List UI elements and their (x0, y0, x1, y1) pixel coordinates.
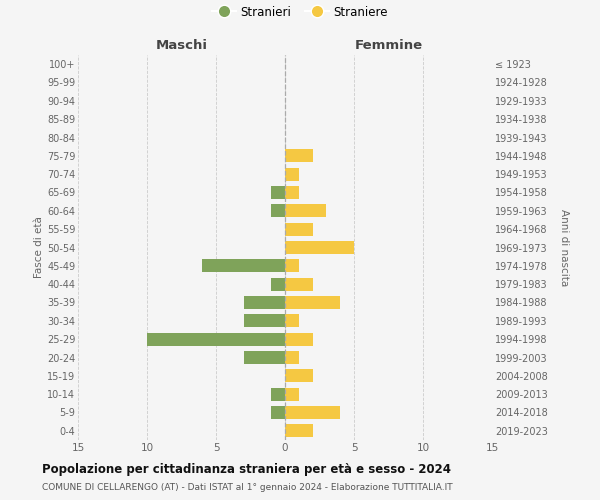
Bar (244, 351, 285, 364)
Bar (285, 149, 313, 162)
Bar (285, 388, 299, 401)
Text: Femmine: Femmine (355, 40, 422, 52)
Text: COMUNE DI CELLARENGO (AT) - Dati ISTAT al 1° gennaio 2024 - Elaborazione TUTTITA: COMUNE DI CELLARENGO (AT) - Dati ISTAT a… (42, 482, 452, 492)
Text: Popolazione per cittadinanza straniera per età e sesso - 2024: Popolazione per cittadinanza straniera p… (42, 462, 451, 475)
Bar (285, 332, 313, 346)
Bar (271, 204, 285, 218)
Bar (285, 241, 354, 254)
Bar (285, 204, 326, 218)
Bar (271, 406, 285, 419)
Bar (285, 278, 313, 291)
Bar (285, 259, 299, 272)
Bar (285, 351, 299, 364)
Bar (285, 369, 313, 382)
Y-axis label: Fasce di età: Fasce di età (34, 216, 44, 278)
Bar (271, 278, 285, 291)
Bar (244, 314, 285, 328)
Y-axis label: Anni di nascita: Anni di nascita (559, 209, 569, 286)
Bar (285, 406, 340, 419)
Bar (271, 388, 285, 401)
Bar (285, 222, 313, 236)
Bar (285, 296, 340, 309)
Bar (271, 186, 285, 199)
Bar (244, 296, 285, 309)
Bar (285, 314, 299, 328)
Bar (285, 168, 299, 181)
Bar (202, 259, 285, 272)
Bar (285, 186, 299, 199)
Text: Maschi: Maschi (155, 40, 208, 52)
Bar (147, 332, 285, 346)
Legend: Stranieri, Straniere: Stranieri, Straniere (207, 1, 393, 24)
Bar (285, 424, 313, 438)
